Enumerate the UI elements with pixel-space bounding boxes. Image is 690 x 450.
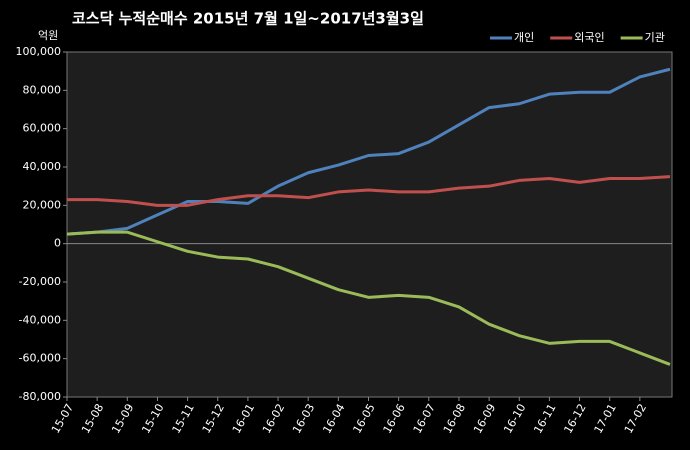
y-tick-label: 0	[54, 237, 61, 250]
x-tick-label: 16-07	[411, 402, 438, 436]
x-tick-label: 16-05	[350, 402, 377, 436]
x-tick-label: 16-03	[290, 402, 317, 436]
x-tick-label: 15-09	[109, 402, 136, 436]
x-tick-label: 16-10	[501, 402, 528, 436]
y-tick-label: -20,000	[19, 275, 61, 288]
x-tick-label: 16-01	[230, 402, 257, 436]
x-tick-label: 16-06	[381, 402, 408, 436]
plot-area	[66, 51, 673, 398]
y-tick-label: -80,000	[19, 390, 61, 403]
x-tick-label: 15-11	[170, 402, 197, 436]
legend-label: 기관	[645, 31, 665, 44]
x-tick-label: 15-08	[79, 402, 106, 436]
y-tick-label: 20,000	[23, 198, 62, 211]
y-axis-label: 억원	[38, 29, 58, 42]
y-tick-label: 40,000	[23, 160, 62, 173]
y-tick-label: 60,000	[23, 122, 62, 135]
x-tick-label: 17-01	[592, 402, 619, 436]
y-tick-label: 80,000	[23, 83, 62, 96]
x-tick-label: 16-11	[531, 402, 558, 436]
legend-label: 외국인	[574, 31, 604, 44]
x-tick-label: 16-02	[260, 402, 287, 436]
y-tick-label: -60,000	[19, 352, 61, 365]
x-tick-label: 16-09	[471, 401, 498, 435]
chart-title: 코스닥 누적순매수 2015년 7월 1일~2017년3월3일	[72, 10, 424, 28]
series-line	[66, 230, 671, 366]
x-tick-label: 15-10	[139, 402, 166, 436]
x-tick-label: 16-12	[562, 402, 589, 436]
x-tick-label: 16-08	[441, 402, 468, 436]
x-tick-label: 15-12	[200, 402, 227, 436]
x-tick-label: 15-07	[49, 402, 76, 436]
series-line	[67, 175, 671, 207]
x-tick-label: 16-04	[320, 402, 347, 436]
series-line	[66, 67, 671, 236]
y-tick-label: 100,000	[16, 45, 62, 58]
legend-label: 개인	[514, 31, 534, 44]
x-tick-label: 17-02	[622, 402, 649, 436]
y-tick-label: -40,000	[19, 313, 61, 326]
